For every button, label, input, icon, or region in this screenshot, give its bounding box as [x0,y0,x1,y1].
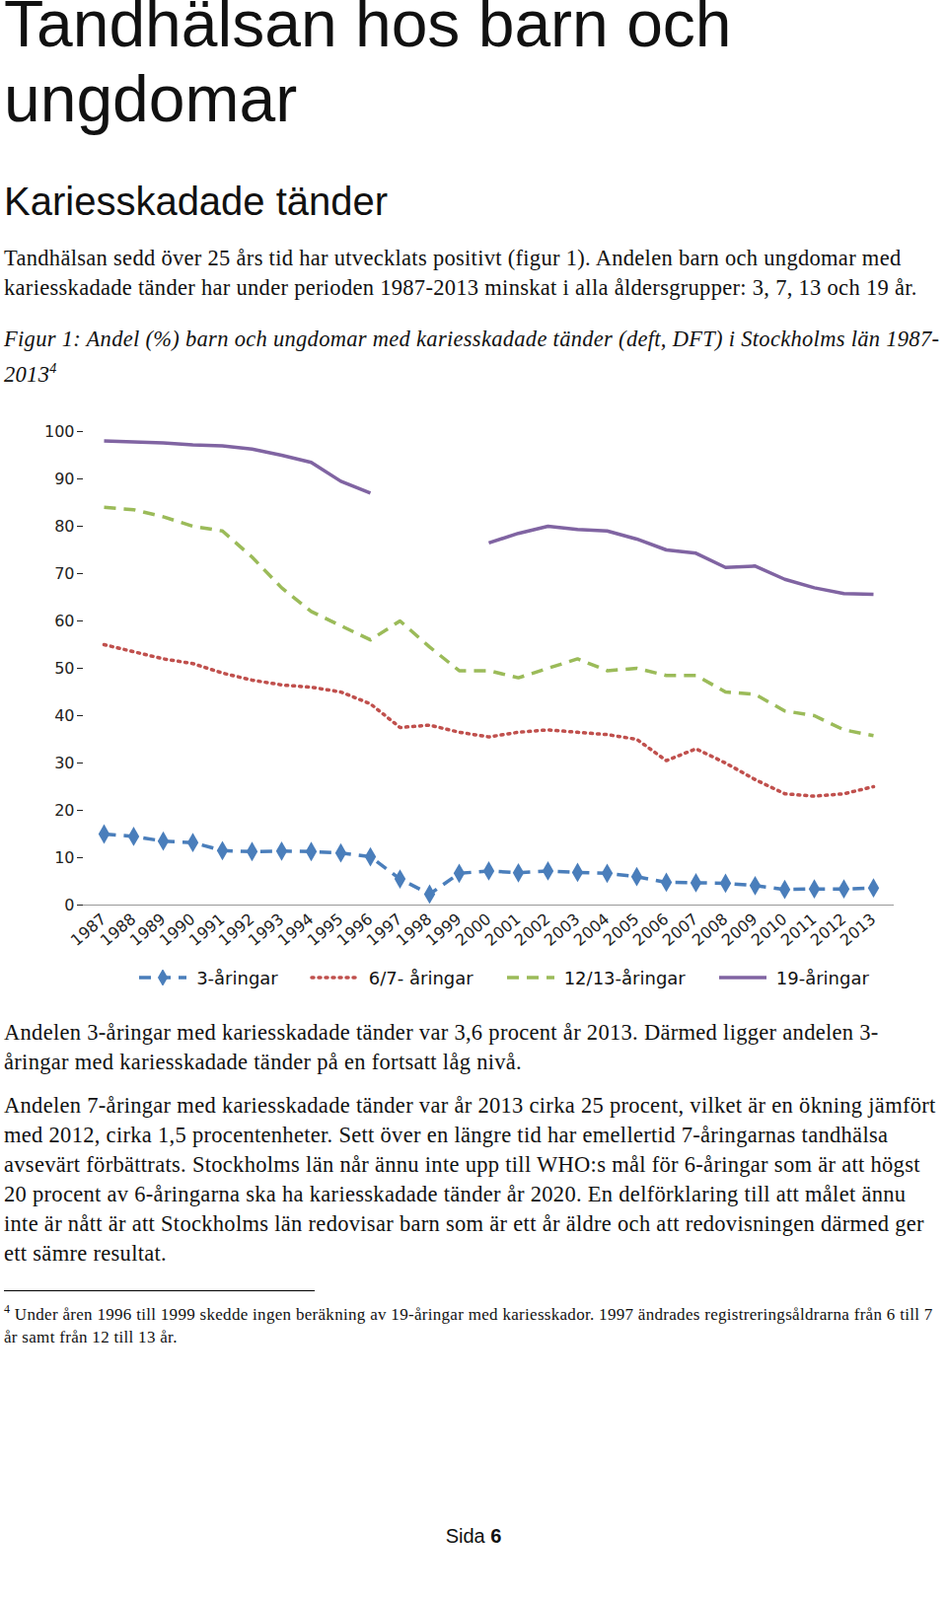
svg-text:70: 70 [54,563,74,583]
svg-text:50: 50 [54,657,74,677]
svg-text:20: 20 [54,800,74,819]
svg-text:1991: 1991 [185,909,229,950]
svg-text:2011: 2011 [777,909,821,950]
svg-text:60: 60 [54,610,74,630]
html-text:4: 4 [49,361,57,376]
html-text:12/13-åringar: 12/13-åringar [563,967,686,988]
svg-text:1997: 1997 [363,909,406,950]
html-text:Kariesskadade tänder: Kariesskadade tänder [3,179,388,223]
svg-text:100: 100 [44,421,75,440]
svg-text:1999: 1999 [422,909,466,950]
svg-text:90: 90 [54,468,74,488]
svg-text:2005: 2005 [599,909,643,950]
html-text:4Under åren 1996 till 1999 ske: 4Under åren 1996 till 1999 skedde ingen … [3,1301,933,1347]
svg-text:1989: 1989 [126,909,170,950]
svg-text:2001: 2001 [481,909,525,950]
svg-text:2004: 2004 [570,909,613,950]
svg-text:2000: 2000 [451,909,495,950]
svg-text:30: 30 [54,752,74,772]
html-text:6/7- åringar: 6/7- åringar [368,967,474,988]
html-text:Andelen 3-åringar med kariessk: Andelen 3-åringar med kariesskadade tänd… [3,1019,879,1074]
html-text:19-åringar: 19-åringar [776,967,869,988]
svg-text:10: 10 [54,847,74,867]
html-text:Figur 1: Andel (%) barn och un: Figur 1: Andel (%) barn och ungdomar med… [3,326,940,387]
svg-text:2003: 2003 [540,909,584,950]
svg-text:80: 80 [54,515,74,535]
svg-text:1994: 1994 [274,909,318,950]
svg-text:1990: 1990 [155,909,199,950]
svg-text:2012: 2012 [806,909,850,950]
html-text:Sida 6: Sida 6 [445,1525,502,1547]
svg-text:0: 0 [64,894,74,914]
svg-text:1995: 1995 [303,909,347,950]
svg-text:2007: 2007 [658,909,702,950]
svg-text:1992: 1992 [215,909,258,950]
svg-text:2002: 2002 [510,909,554,950]
svg-text:2013: 2013 [836,908,879,949]
svg-text:1996: 1996 [333,909,377,950]
svg-text:40: 40 [54,705,74,725]
svg-text:1993: 1993 [244,909,288,950]
html-text:Tandhälsan sedd över 25 års ti: Tandhälsan sedd över 25 års tid har utve… [3,245,918,300]
svg-text:2009: 2009 [718,909,761,950]
svg-text:2008: 2008 [688,909,732,950]
html-text:Andelen 7-åringar med kariessk: Andelen 7-åringar med kariesskadade tänd… [3,1092,936,1266]
svg-text:2006: 2006 [629,909,673,950]
svg-text:1987: 1987 [67,909,110,950]
html-text:3-åringar: 3-åringar [196,967,278,988]
svg-text:2010: 2010 [747,909,791,950]
svg-text:1998: 1998 [392,909,436,950]
svg-text:1988: 1988 [96,909,140,950]
